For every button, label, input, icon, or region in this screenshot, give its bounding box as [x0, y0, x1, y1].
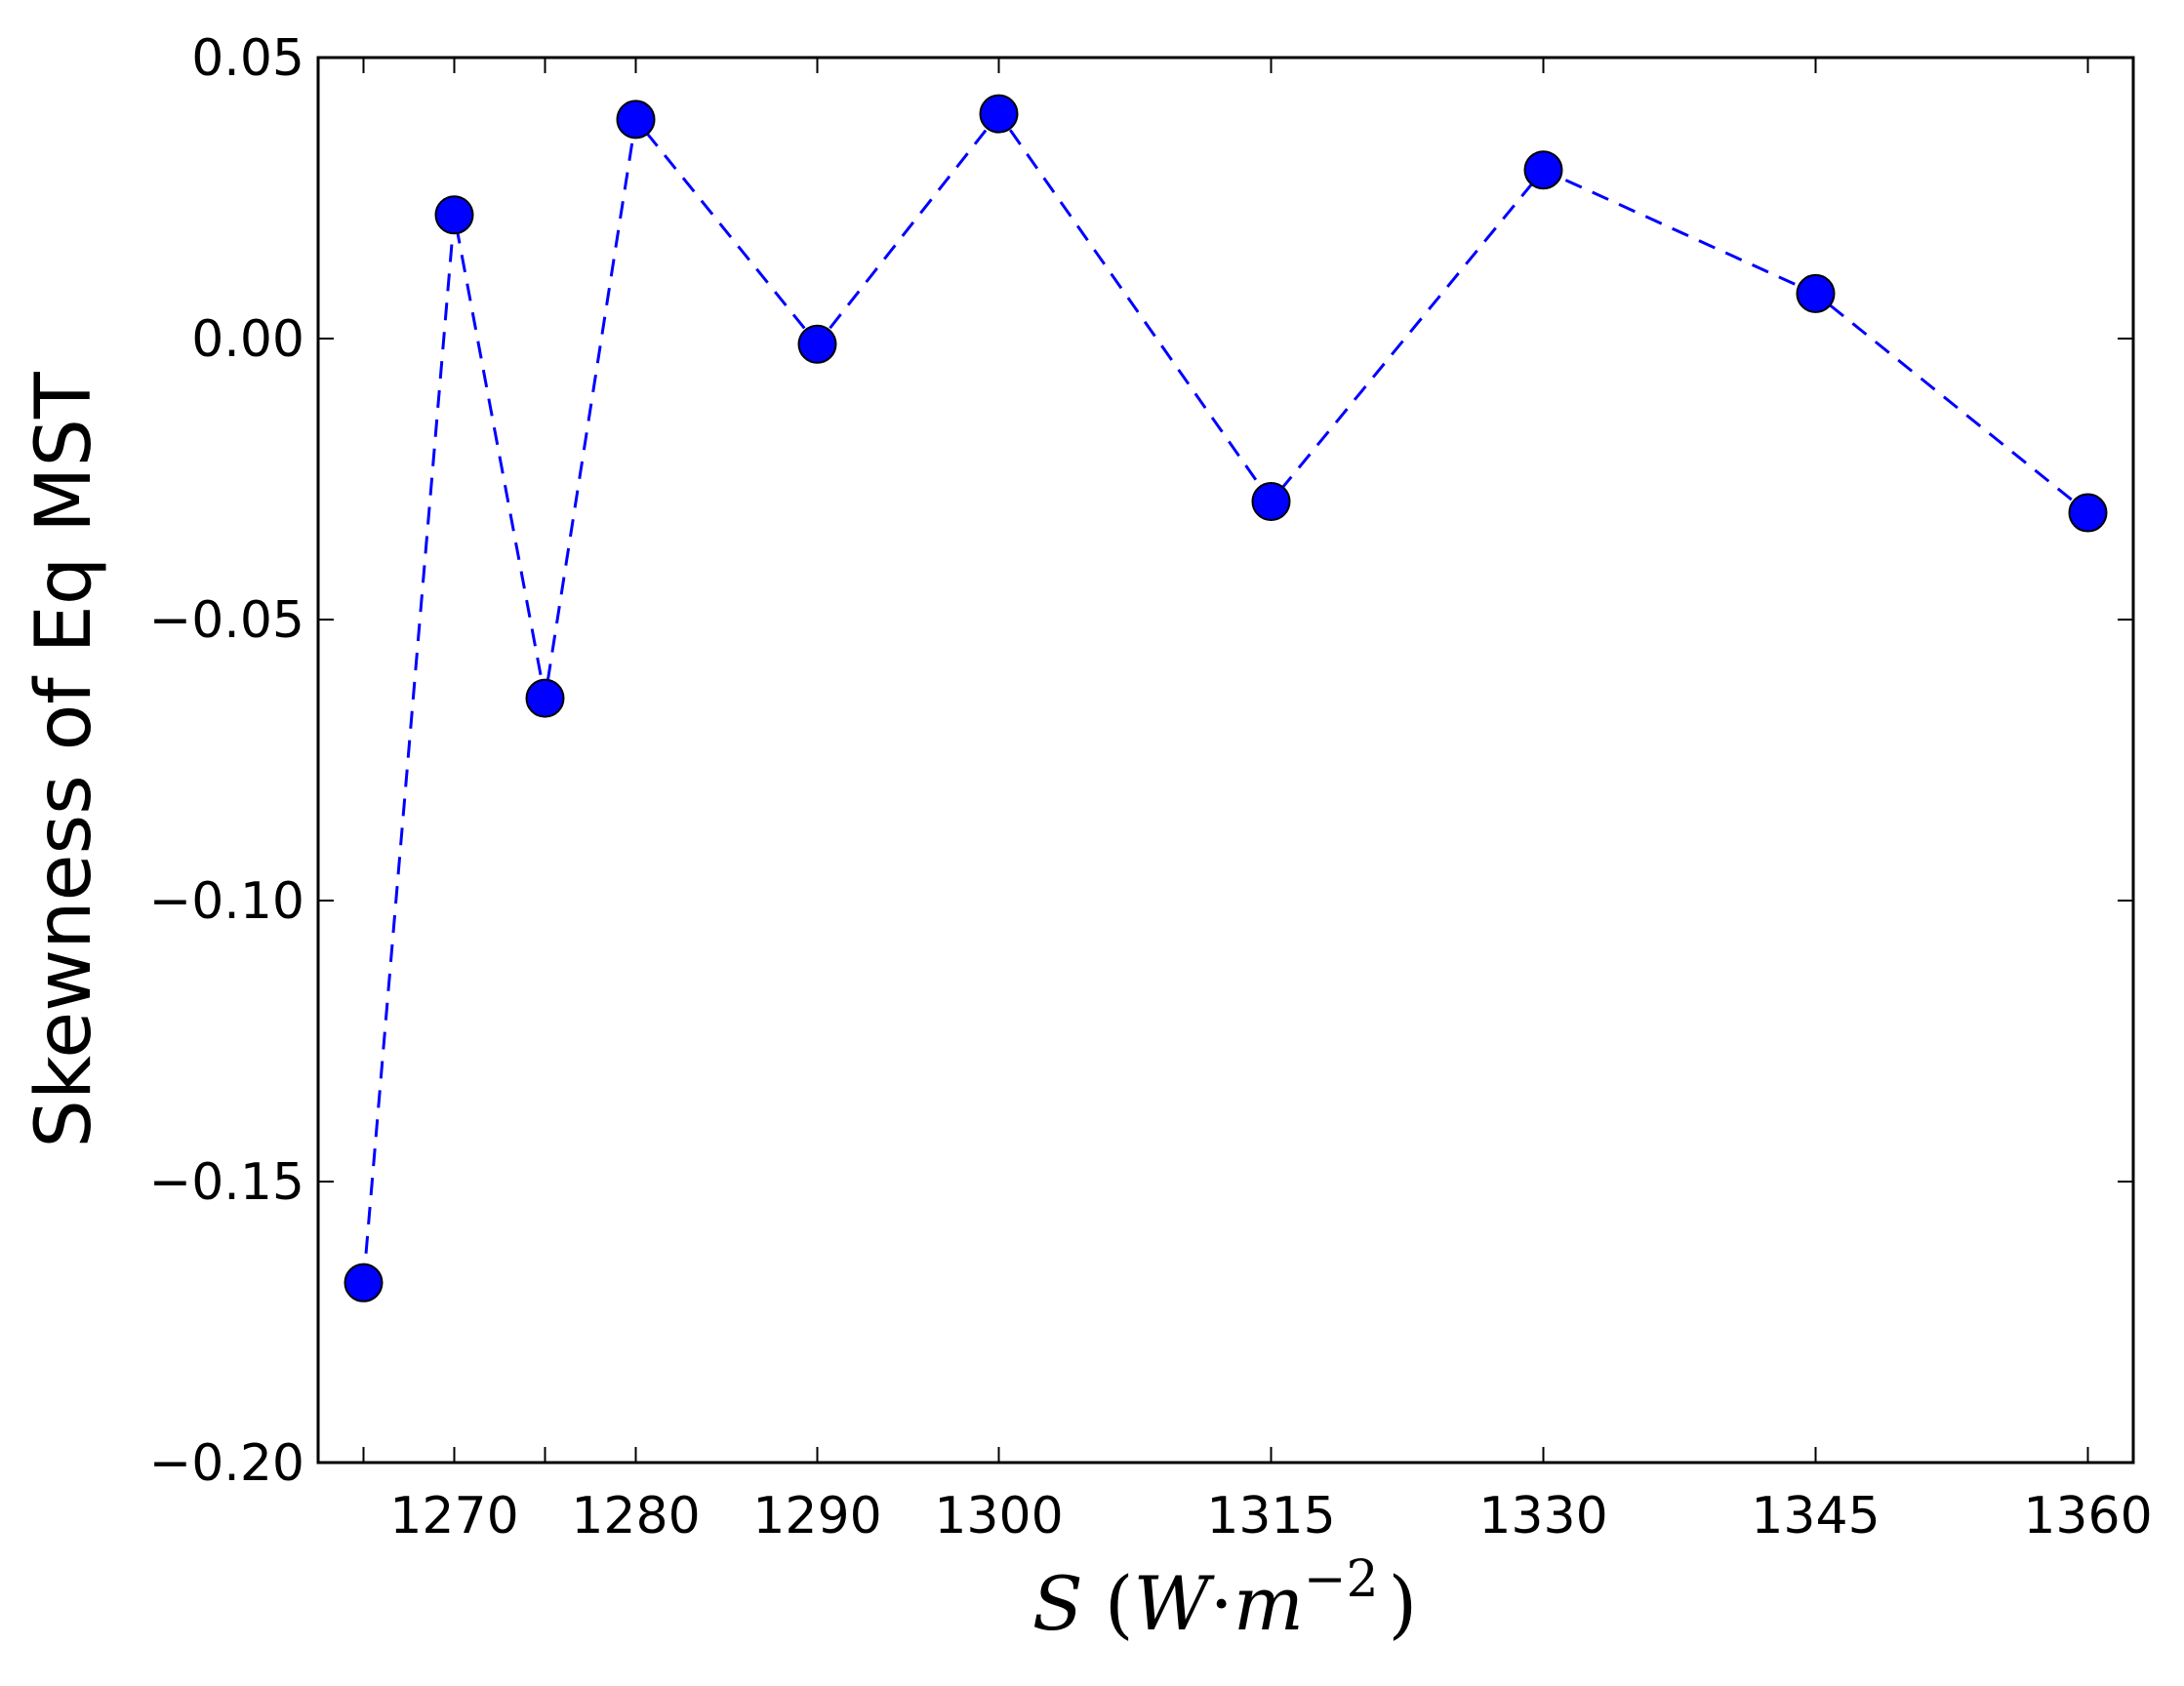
plot-frame: [316, 56, 2135, 1465]
data-point: [1523, 150, 1563, 190]
x-axis-label-dot: ·: [1210, 1560, 1234, 1647]
x-axis-label-unit-m: m: [1234, 1560, 1304, 1647]
x-axis-label-close-paren: ): [1389, 1560, 1418, 1647]
y-tick-label: −0.15: [149, 1153, 304, 1212]
x-axis-label-exponent: −2: [1304, 1550, 1379, 1609]
ticks-layer: −0.20 −0.15 −0.10 −0.05 0.00 0.05 1270 1280 1290…: [149, 29, 2153, 1546]
x-tick-label: 1300: [934, 1487, 1063, 1546]
x-tick-label: 1290: [752, 1487, 881, 1546]
series-line: [362, 111, 2089, 1283]
y-tick-label: −0.20: [149, 1434, 304, 1493]
y-tick-label: 0.05: [191, 29, 304, 88]
x-axis-label-open-paren: (: [1105, 1560, 1134, 1647]
data-point: [1796, 273, 1836, 313]
x-tick-label: 1280: [571, 1487, 700, 1546]
data-point: [525, 678, 565, 718]
y-tick-label: −0.05: [149, 591, 304, 650]
data-point: [2068, 493, 2108, 533]
data-point: [434, 195, 474, 235]
data-point: [616, 100, 656, 140]
y-tick-label: −0.10: [149, 872, 304, 931]
x-axis-label-var: S: [1032, 1560, 1083, 1647]
x-tick-label: 1360: [2023, 1487, 2152, 1546]
x-tick-label: 1270: [389, 1487, 518, 1546]
x-axis-label: S (W·m−2): [1032, 1550, 1417, 1647]
x-axis-label-unit-w: W: [1134, 1560, 1216, 1647]
series-layer: [344, 94, 2108, 1303]
data-point: [797, 324, 837, 364]
data-point: [344, 1263, 384, 1303]
y-axis-label: Skewness of Eq MST: [20, 372, 108, 1148]
data-point: [979, 94, 1019, 134]
data-point: [1251, 482, 1291, 522]
x-tick-label: 1330: [1478, 1487, 1607, 1546]
x-tick-label: 1315: [1206, 1487, 1335, 1546]
x-tick-label: 1345: [1751, 1487, 1880, 1546]
y-tick-label: 0.00: [191, 310, 304, 369]
